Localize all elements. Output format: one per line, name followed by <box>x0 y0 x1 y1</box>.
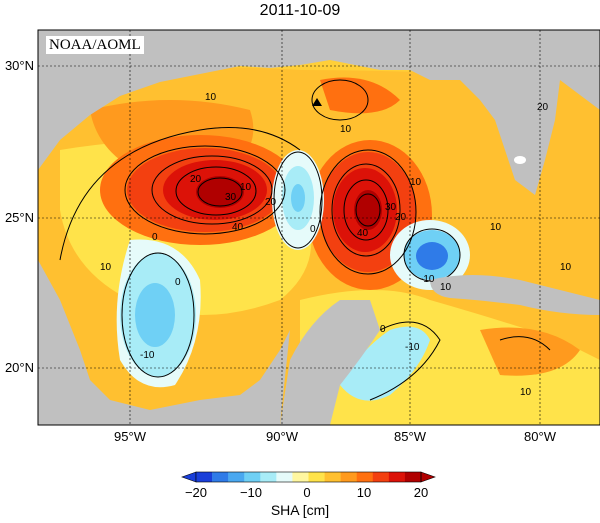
svg-text:20: 20 <box>537 102 549 113</box>
graticule <box>38 30 600 425</box>
svg-text:-10: -10 <box>420 274 435 285</box>
svg-text:20: 20 <box>190 174 202 185</box>
colorbar-tick: 20 <box>414 485 428 500</box>
colorbar-swatch <box>388 472 406 482</box>
colorbar-swatch <box>196 472 213 482</box>
sha-field-caribbean <box>480 327 580 376</box>
svg-text:10: 10 <box>205 92 217 103</box>
colorbar-swatch <box>292 472 309 482</box>
lon-label: 90°W <box>266 429 299 444</box>
colorbar-swatch <box>308 472 325 482</box>
svg-text:20: 20 <box>395 212 407 223</box>
us-coast <box>38 30 600 195</box>
colorbar-tick: 0 <box>303 485 310 500</box>
lat-label: 20°N <box>5 360 34 375</box>
cold-tongue-south <box>340 326 430 401</box>
yucatan <box>280 300 380 425</box>
lon-label: 95°W <box>114 429 147 444</box>
svg-text:0: 0 <box>152 232 158 243</box>
map-plot-area <box>38 30 600 425</box>
cuba <box>430 275 600 315</box>
colorbar-swatch <box>276 472 293 482</box>
svg-text:10: 10 <box>490 222 502 233</box>
svg-text:0: 0 <box>310 224 316 235</box>
lat-label: 25°N <box>5 210 34 225</box>
lon-label: 80°W <box>524 429 557 444</box>
colorbar-swatch <box>372 472 390 482</box>
colorbar-swatch <box>228 472 245 482</box>
svg-text:30: 30 <box>385 202 397 213</box>
svg-text:40: 40 <box>232 222 244 233</box>
svg-text:-10: -10 <box>140 350 155 361</box>
colorbar-swatch <box>324 472 341 482</box>
contour-labels: 10 10 10 10 10 10 10 10 10 20 20 30 40 4… <box>100 92 572 398</box>
svg-text:20: 20 <box>265 197 277 208</box>
lon-label: 85°W <box>394 429 427 444</box>
station-marker <box>312 98 322 106</box>
colorbar-arrow-high <box>420 471 436 483</box>
colorbar-swatch <box>404 472 422 482</box>
sha-field-north-eddy <box>320 77 400 114</box>
colorbar-swatch <box>212 472 229 482</box>
warm-eddy-central-center <box>354 190 382 230</box>
warm-eddy-west-center <box>196 176 244 208</box>
colorbar-swatch <box>244 472 261 482</box>
colorbar-swatch <box>260 472 277 482</box>
svg-text:0: 0 <box>380 324 386 335</box>
svg-text:10: 10 <box>240 182 252 193</box>
svg-text:0: 0 <box>175 277 181 288</box>
mexico <box>38 260 290 425</box>
svg-text:30: 30 <box>225 192 237 203</box>
colorbar <box>181 471 436 483</box>
contour-lines <box>59 79 551 401</box>
svg-text:-10: -10 <box>405 342 420 353</box>
colorbar-tick: 10 <box>357 485 371 500</box>
colorbar-title: SHA [cm] <box>270 502 330 518</box>
svg-text:10: 10 <box>520 387 532 398</box>
colorbar-frame <box>195 471 422 483</box>
svg-text:10: 10 <box>440 282 452 293</box>
colorbar-tick: −20 <box>185 485 207 500</box>
colorbar-swatch <box>356 472 374 482</box>
landmass <box>38 30 600 425</box>
cold-eddy-sw-core <box>135 283 175 347</box>
svg-text:10: 10 <box>410 177 422 188</box>
credit-label: NOAA/AOML <box>46 36 144 54</box>
colorbar-swatch <box>340 472 358 482</box>
lat-label: 30°N <box>5 58 34 73</box>
cold-eddy-narrow-core <box>291 184 305 212</box>
map-frame <box>37 29 600 426</box>
colorbar-ticks: −20 −10 0 10 20 <box>185 485 428 500</box>
cold-eddy-east-core <box>416 242 448 270</box>
colorbar-tick: −10 <box>240 485 262 500</box>
svg-text:10: 10 <box>100 262 112 273</box>
map-title: 2011-10-09 <box>259 2 341 19</box>
svg-text:10: 10 <box>340 124 352 135</box>
colorbar-arrow-low <box>181 471 197 483</box>
svg-text:10: 10 <box>560 262 572 273</box>
svg-text:40: 40 <box>357 228 369 239</box>
